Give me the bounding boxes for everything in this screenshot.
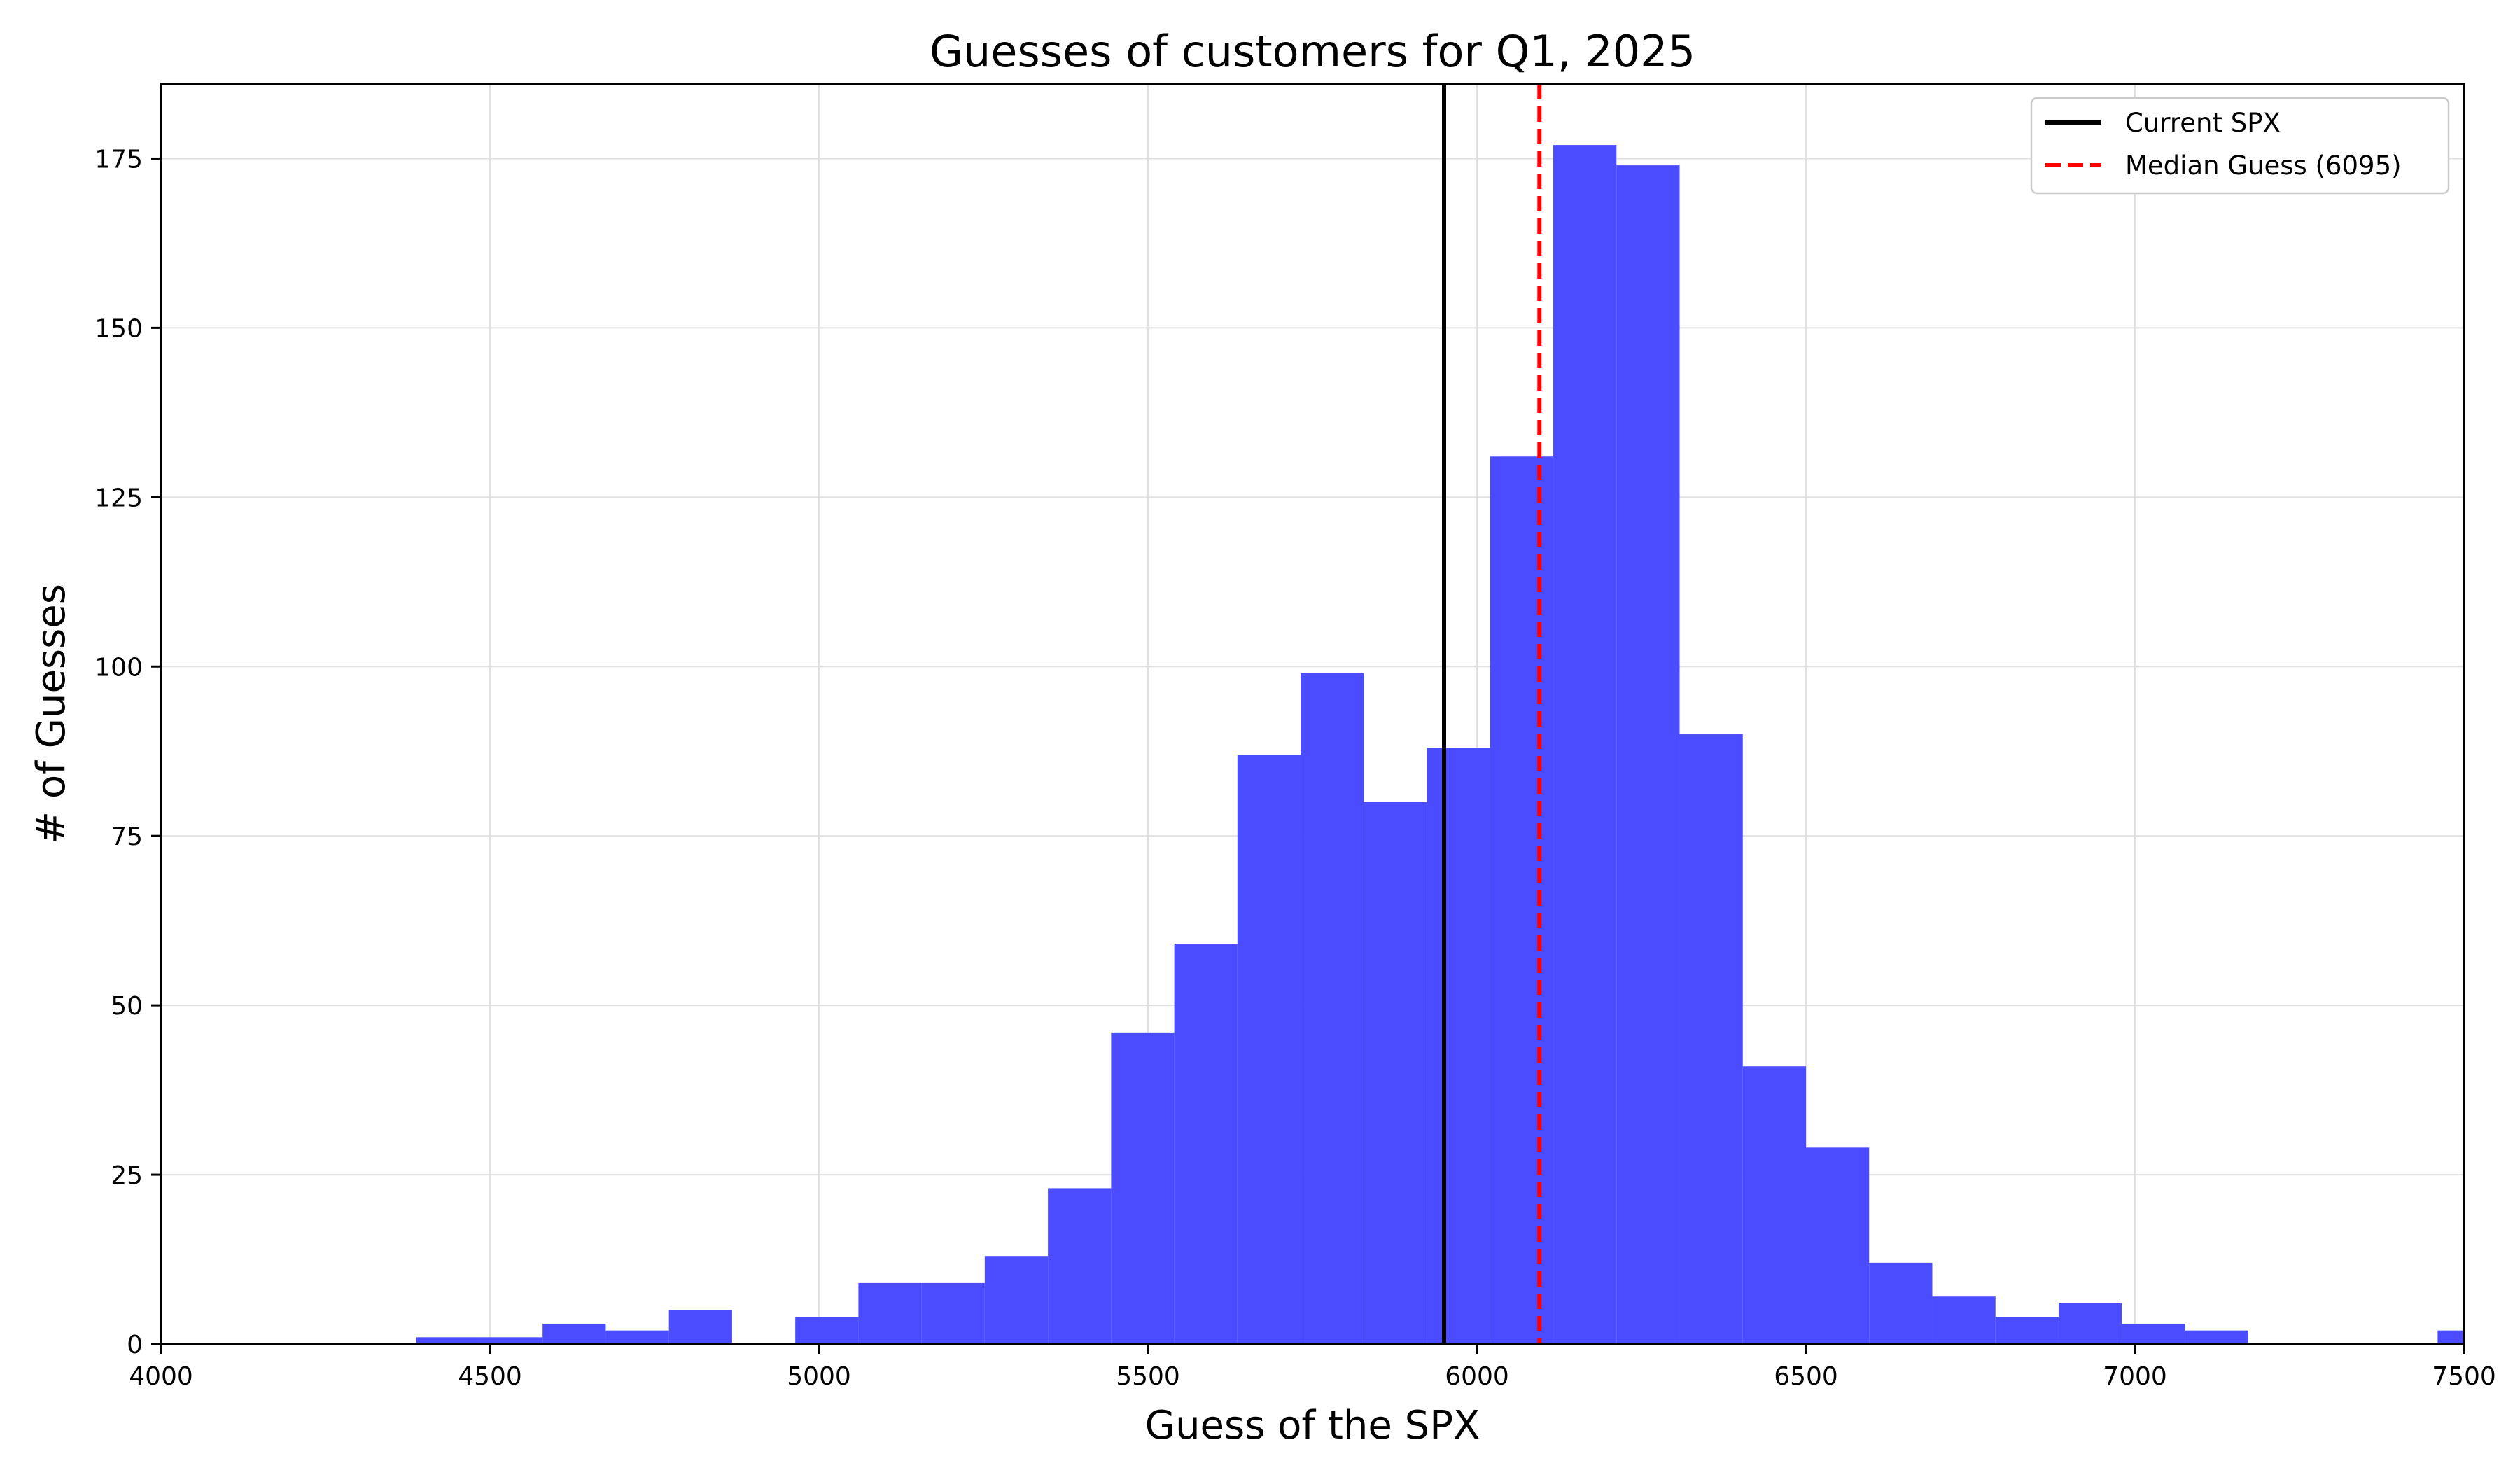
histogram-bar (1174, 944, 1238, 1344)
x-tick-label: 6000 (1445, 1362, 1509, 1391)
histogram-bar (2058, 1303, 2122, 1344)
histogram-bar (2185, 1330, 2248, 1344)
histogram-bar (1364, 802, 1427, 1344)
plot-frame (160, 83, 2465, 1345)
legend-box (2030, 97, 2450, 195)
y-axis-label: # of Guesses (29, 584, 74, 844)
histogram-bar (416, 1337, 479, 1344)
histogram-bar (668, 1310, 732, 1344)
x-tick-label: 7500 (2432, 1362, 2496, 1391)
x-tick-label: 4500 (458, 1362, 522, 1391)
y-tick-label: 75 (111, 822, 143, 851)
x-tick-label: 6500 (1774, 1362, 1838, 1391)
histogram-bar (606, 1330, 669, 1344)
legend-label-current-spx: Current SPX (2125, 108, 2281, 138)
histogram-bar (1427, 748, 1490, 1344)
histogram-bar (2122, 1323, 2185, 1344)
histogram-bar (1553, 145, 1617, 1344)
y-tick-label: 125 (94, 484, 143, 512)
x-tick-label: 5500 (1116, 1362, 1180, 1391)
y-tick-label: 25 (111, 1161, 143, 1190)
histogram-bar (1490, 456, 1554, 1344)
y-axis-ticks: 0 25 50 75 100 125 150 175 (94, 145, 161, 1359)
histogram-bar (1679, 734, 1743, 1344)
y-tick-label: 175 (94, 145, 143, 174)
x-axis-label: Guess of the SPX (1145, 1403, 1480, 1448)
histogram-bar (479, 1337, 543, 1344)
x-axis-ticks: 4000 4500 5000 5500 6000 6500 7000 7500 (129, 1344, 2496, 1391)
histogram-bar (921, 1282, 985, 1344)
x-tick-label: 4000 (129, 1362, 193, 1391)
legend-label-median-guess: Median Guess (6095) (2125, 150, 2402, 181)
reference-lines (1442, 84, 1542, 1344)
y-tick-label: 50 (111, 992, 143, 1021)
y-tick-label: 0 (127, 1331, 143, 1359)
histogram-bar (542, 1323, 606, 1344)
histogram-bar (1237, 755, 1301, 1344)
histogram-bar (1111, 1032, 1175, 1344)
histogram-bar (984, 1256, 1049, 1344)
histogram-bar (1048, 1188, 1112, 1344)
histogram-bar (1616, 165, 1680, 1344)
histogram-bars (416, 145, 2464, 1344)
histogram-bar (858, 1282, 922, 1344)
x-tick-label: 7000 (2103, 1362, 2167, 1391)
histogram-bar (1869, 1262, 1933, 1344)
histogram-bar (1995, 1317, 2059, 1344)
histogram-bar (1301, 673, 1364, 1344)
histogram-bar (1932, 1296, 1996, 1344)
chart-title: Guesses of customers for Q1, 2025 (930, 26, 1695, 77)
histogram-bar (1742, 1066, 1806, 1344)
x-tick-label: 5000 (787, 1362, 851, 1391)
y-tick-label: 150 (94, 314, 143, 343)
histogram-bar (795, 1317, 859, 1344)
histogram-bar (1806, 1147, 1870, 1344)
histogram-bar (2437, 1330, 2464, 1344)
legend: Current SPX Median Guess (6095) (2030, 97, 2450, 195)
y-tick-label: 100 (94, 653, 143, 682)
